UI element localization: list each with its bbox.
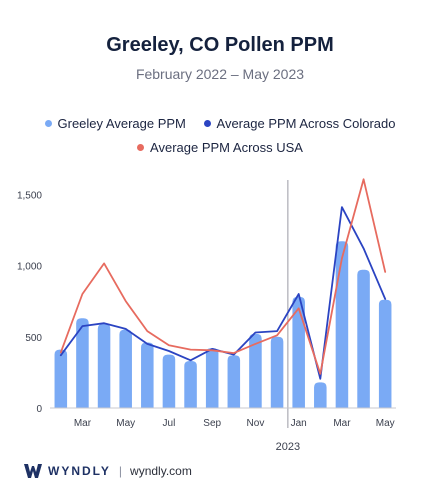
footer: WYNDLY | wyndly.com — [24, 460, 192, 482]
legend-row-1: Greeley Average PPM Average PPM Across C… — [0, 116, 440, 131]
legend-item-colorado: Average PPM Across Colorado — [203, 116, 396, 131]
footer-separator: | — [118, 464, 123, 478]
x-tick-label: Jul — [163, 418, 176, 429]
legend-item-greeley: Greeley Average PPM — [44, 116, 186, 131]
legend-swatch-colorado — [203, 120, 211, 127]
x-tick-label: Sep — [203, 418, 221, 429]
x-tick-label: May — [116, 418, 135, 429]
legend-swatch-usa — [137, 144, 145, 151]
legend-label-greeley: Greeley Average PPM — [57, 116, 186, 131]
x-tick-label: Nov — [247, 418, 265, 429]
bar — [54, 349, 68, 408]
x-tick-label: May — [376, 418, 395, 429]
legend-label-usa: Average PPM Across USA — [150, 140, 303, 155]
bar — [378, 299, 392, 408]
bar — [119, 329, 132, 408]
y-tick-label: 1,500 — [17, 190, 42, 201]
x-tick-label: Mar — [74, 418, 92, 429]
year-divider-label: 2023 — [276, 441, 300, 453]
legend-item-usa: Average PPM Across USA — [137, 140, 303, 155]
bar — [97, 323, 111, 408]
footer-brand: WYNDLY — [48, 464, 111, 478]
y-tick-label: 500 — [25, 333, 42, 344]
footer-url[interactable]: wyndly.com — [130, 464, 192, 478]
bar — [76, 318, 89, 408]
bar — [314, 382, 327, 408]
bar — [292, 296, 305, 408]
bar — [227, 355, 241, 408]
bar — [205, 348, 219, 408]
bar — [162, 354, 176, 408]
series-line-usa — [59, 178, 387, 375]
chart-subtitle: February 2022 – May 2023 — [135, 66, 305, 82]
y-tick-label: 0 — [36, 404, 42, 415]
bar — [270, 336, 284, 408]
wyndly-logo-icon — [24, 464, 42, 478]
bar — [184, 360, 197, 408]
legend-label-colorado: Average PPM Across Colorado — [216, 116, 396, 131]
y-tick-label: 1,000 — [17, 262, 42, 273]
chart-title: Greeley, CO Pollen PPM — [106, 34, 334, 56]
x-tick-label: Jan — [291, 418, 307, 429]
bar — [335, 241, 349, 408]
bar — [141, 342, 154, 408]
bar — [249, 333, 262, 408]
legend-swatch-greeley — [44, 120, 52, 127]
bar — [357, 269, 370, 408]
x-tick-label: Mar — [333, 418, 351, 429]
legend-row-2: Average PPM Across USA — [0, 140, 440, 155]
